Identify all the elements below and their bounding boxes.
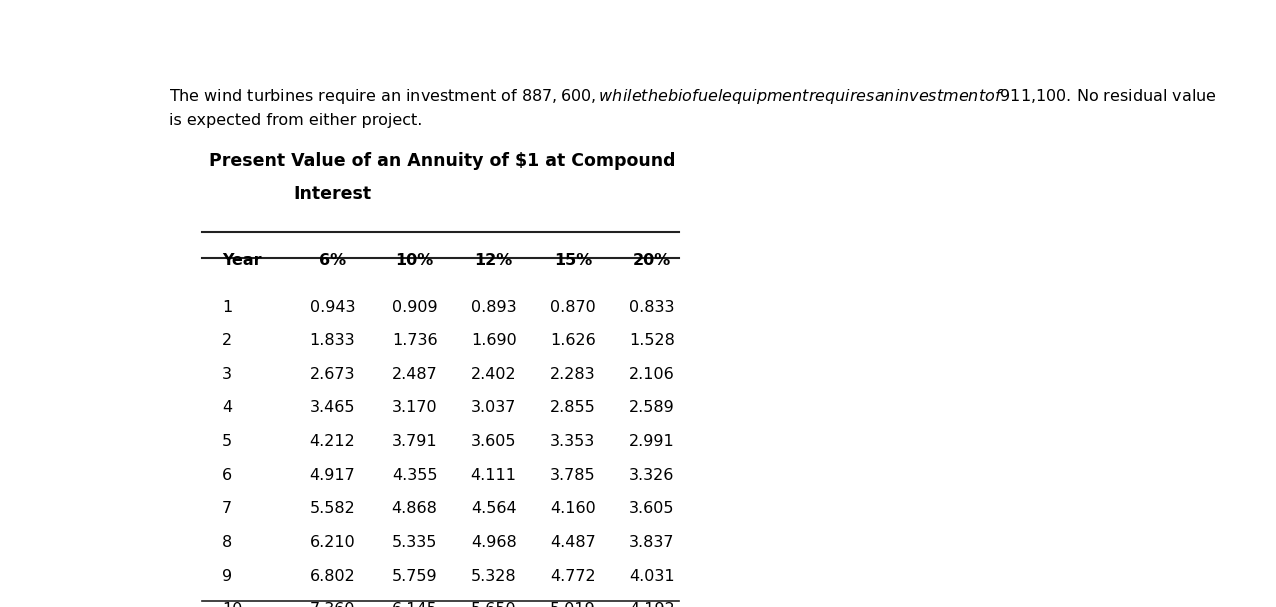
Text: Present Value of an Annuity of $1 at Compound: Present Value of an Annuity of $1 at Com…	[209, 152, 675, 171]
Text: 2: 2	[222, 333, 232, 348]
Text: 3.465: 3.465	[310, 401, 355, 415]
Text: 15%: 15%	[554, 253, 592, 268]
Text: 7.360: 7.360	[310, 602, 355, 607]
Text: 1.528: 1.528	[629, 333, 675, 348]
Text: Interest: Interest	[293, 185, 371, 203]
Text: 4.111: 4.111	[471, 468, 517, 483]
Text: 10: 10	[222, 602, 242, 607]
Text: 3.037: 3.037	[471, 401, 517, 415]
Text: 3.791: 3.791	[392, 434, 438, 449]
Text: 4.212: 4.212	[310, 434, 356, 449]
Text: 5: 5	[222, 434, 232, 449]
Text: 3.605: 3.605	[471, 434, 517, 449]
Text: 1: 1	[222, 299, 232, 314]
Text: 6: 6	[222, 468, 232, 483]
Text: 4.968: 4.968	[471, 535, 517, 550]
Text: 3.170: 3.170	[392, 401, 438, 415]
Text: 6.210: 6.210	[310, 535, 356, 550]
Text: 4.160: 4.160	[550, 501, 596, 517]
Text: 3: 3	[222, 367, 232, 382]
Text: 2.283: 2.283	[550, 367, 596, 382]
Text: 3.326: 3.326	[629, 468, 675, 483]
Text: 4: 4	[222, 401, 232, 415]
Text: 3.785: 3.785	[550, 468, 596, 483]
Text: 0.909: 0.909	[392, 299, 438, 314]
Text: 0.870: 0.870	[550, 299, 596, 314]
Text: 5.759: 5.759	[392, 569, 438, 584]
Text: 20%: 20%	[633, 253, 671, 268]
Text: 1.833: 1.833	[310, 333, 356, 348]
Text: 3.353: 3.353	[550, 434, 596, 449]
Text: 1.736: 1.736	[392, 333, 438, 348]
Text: 6.145: 6.145	[392, 602, 438, 607]
Text: 2.855: 2.855	[550, 401, 596, 415]
Text: 6.802: 6.802	[310, 569, 356, 584]
Text: 5.335: 5.335	[392, 535, 438, 550]
Text: 2.589: 2.589	[629, 401, 675, 415]
Text: 2.673: 2.673	[310, 367, 355, 382]
Text: 3.837: 3.837	[629, 535, 675, 550]
Text: 4.868: 4.868	[392, 501, 438, 517]
Text: 5.019: 5.019	[550, 602, 596, 607]
Text: 9: 9	[222, 569, 232, 584]
Text: 1.626: 1.626	[550, 333, 596, 348]
Text: Year: Year	[222, 253, 262, 268]
Text: 4.487: 4.487	[550, 535, 596, 550]
Text: 2.402: 2.402	[471, 367, 517, 382]
Text: 4.917: 4.917	[310, 468, 356, 483]
Text: 0.833: 0.833	[629, 299, 675, 314]
Text: 5.650: 5.650	[471, 602, 517, 607]
Text: 0.943: 0.943	[310, 299, 355, 314]
Text: 5.328: 5.328	[471, 569, 517, 584]
Text: 4.192: 4.192	[629, 602, 675, 607]
Text: 2.991: 2.991	[629, 434, 675, 449]
Text: 4.031: 4.031	[629, 569, 675, 584]
Text: 1.690: 1.690	[471, 333, 517, 348]
Text: 2.487: 2.487	[392, 367, 438, 382]
Text: 4.772: 4.772	[550, 569, 596, 584]
Text: 7: 7	[222, 501, 232, 517]
Text: 4.355: 4.355	[392, 468, 438, 483]
Text: 6%: 6%	[319, 253, 346, 268]
Text: 8: 8	[222, 535, 232, 550]
Text: 3.605: 3.605	[629, 501, 675, 517]
Text: 5.582: 5.582	[310, 501, 356, 517]
Text: 2.106: 2.106	[629, 367, 675, 382]
Text: 10%: 10%	[396, 253, 434, 268]
Text: 4.564: 4.564	[471, 501, 517, 517]
Text: The wind turbines require an investment of $887,600, while the biofuel equipment: The wind turbines require an investment …	[170, 87, 1217, 128]
Text: 12%: 12%	[475, 253, 513, 268]
Text: 0.893: 0.893	[471, 299, 517, 314]
